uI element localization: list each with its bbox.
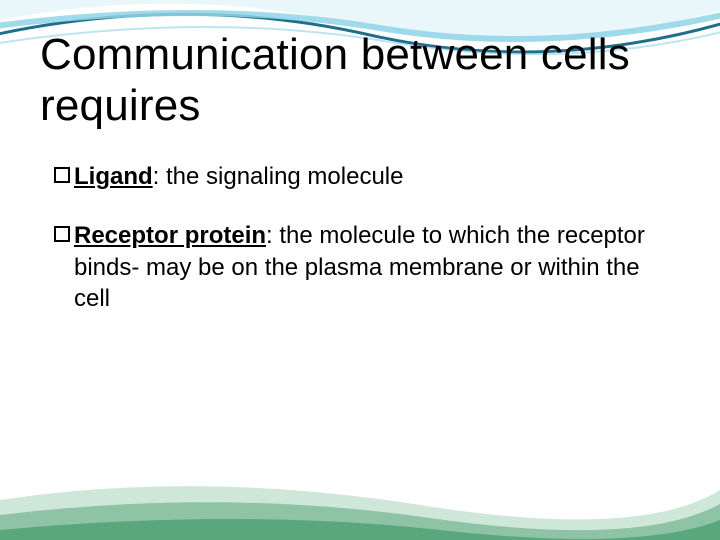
term: Receptor protein xyxy=(74,222,266,249)
square-bullet-icon xyxy=(54,167,70,183)
bullet-list: Ligand: the signaling molecule Receptor … xyxy=(40,161,670,314)
list-item: Ligand: the signaling molecule xyxy=(40,161,670,192)
term: Ligand xyxy=(74,163,153,190)
slide: Communication between cells requires Lig… xyxy=(0,0,720,540)
slide-title: Communication between cells requires xyxy=(40,30,670,131)
list-item-text: Receptor protein: the molecule to which … xyxy=(74,220,670,314)
square-bullet-icon xyxy=(54,226,70,242)
definition: : the signaling molecule xyxy=(153,163,404,190)
list-item-text: Ligand: the signaling molecule xyxy=(74,161,403,192)
list-item: Receptor protein: the molecule to which … xyxy=(40,220,670,314)
